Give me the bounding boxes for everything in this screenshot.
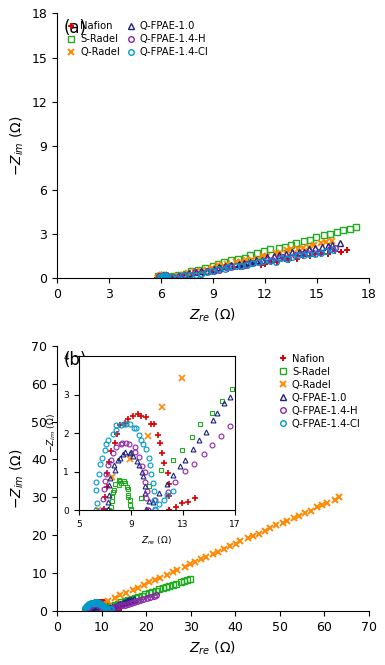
- Y-axis label: $-Z_{im}$ ($\Omega$): $-Z_{im}$ ($\Omega$): [8, 448, 26, 509]
- Text: (a): (a): [63, 19, 86, 37]
- Legend: Nafion, S-Radel, Q-Radel, Q-FPAE-1.0, Q-FPAE-1.4-H, Q-FPAE-1.4-Cl: Nafion, S-Radel, Q-Radel, Q-FPAE-1.0, Q-…: [62, 19, 211, 61]
- X-axis label: $Z_{re}$ ($\Omega$): $Z_{re}$ ($\Omega$): [189, 639, 236, 656]
- Y-axis label: $-Z_{im}$ ($\Omega$): $-Z_{im}$ ($\Omega$): [8, 116, 26, 176]
- Text: (b): (b): [63, 351, 87, 369]
- X-axis label: $Z_{re}$ ($\Omega$): $Z_{re}$ ($\Omega$): [189, 307, 236, 324]
- Legend: Nafion, S-Radel, Q-Radel, Q-FPAE-1.0, Q-FPAE-1.4-H, Q-FPAE-1.4-Cl: Nafion, S-Radel, Q-Radel, Q-FPAE-1.0, Q-…: [274, 351, 364, 432]
